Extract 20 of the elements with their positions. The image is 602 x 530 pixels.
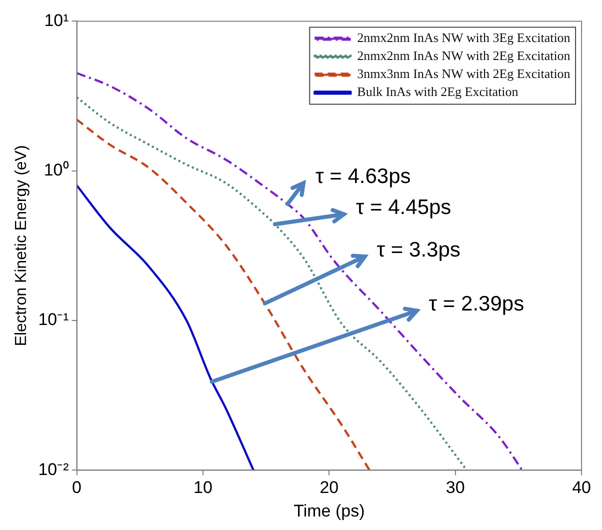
y-tick-label: 10⁻¹	[38, 310, 70, 330]
x-tick-label: 10	[194, 478, 212, 498]
line-series	[76, 184, 255, 470]
y-axis-title: Electron Kinetic Energy (eV)	[13, 145, 30, 346]
annotation: τ = 4.45ps	[356, 196, 452, 220]
x-axis-title: Time (ps)	[294, 501, 365, 520]
x-tick-label: 30	[446, 478, 465, 498]
annotation: τ = 3.3ps	[376, 238, 460, 262]
annotation: τ = 2.39ps	[428, 292, 524, 316]
y-tick-label: 10¹	[44, 10, 70, 30]
y-tick-label: 10⁰	[44, 160, 69, 180]
x-tick-label: 20	[320, 478, 339, 498]
legend-label: 3nmx3nm InAs NW with 2Eg Excitation	[357, 66, 571, 82]
y-tick-label: 10⁻²	[38, 460, 70, 479]
legend-label: 2nmx2nm InAs NW with 3Eg Excitation	[357, 30, 571, 46]
x-tick-label: 40	[572, 478, 592, 498]
legend-label: Bulk InAs with 2Eg Excitation	[357, 84, 519, 100]
x-tick-label: 0	[72, 478, 82, 498]
legend-label: 2nmx2nm InAs NW with 2Eg Excitation	[357, 48, 571, 64]
annotation: τ = 4.63ps	[316, 164, 411, 188]
